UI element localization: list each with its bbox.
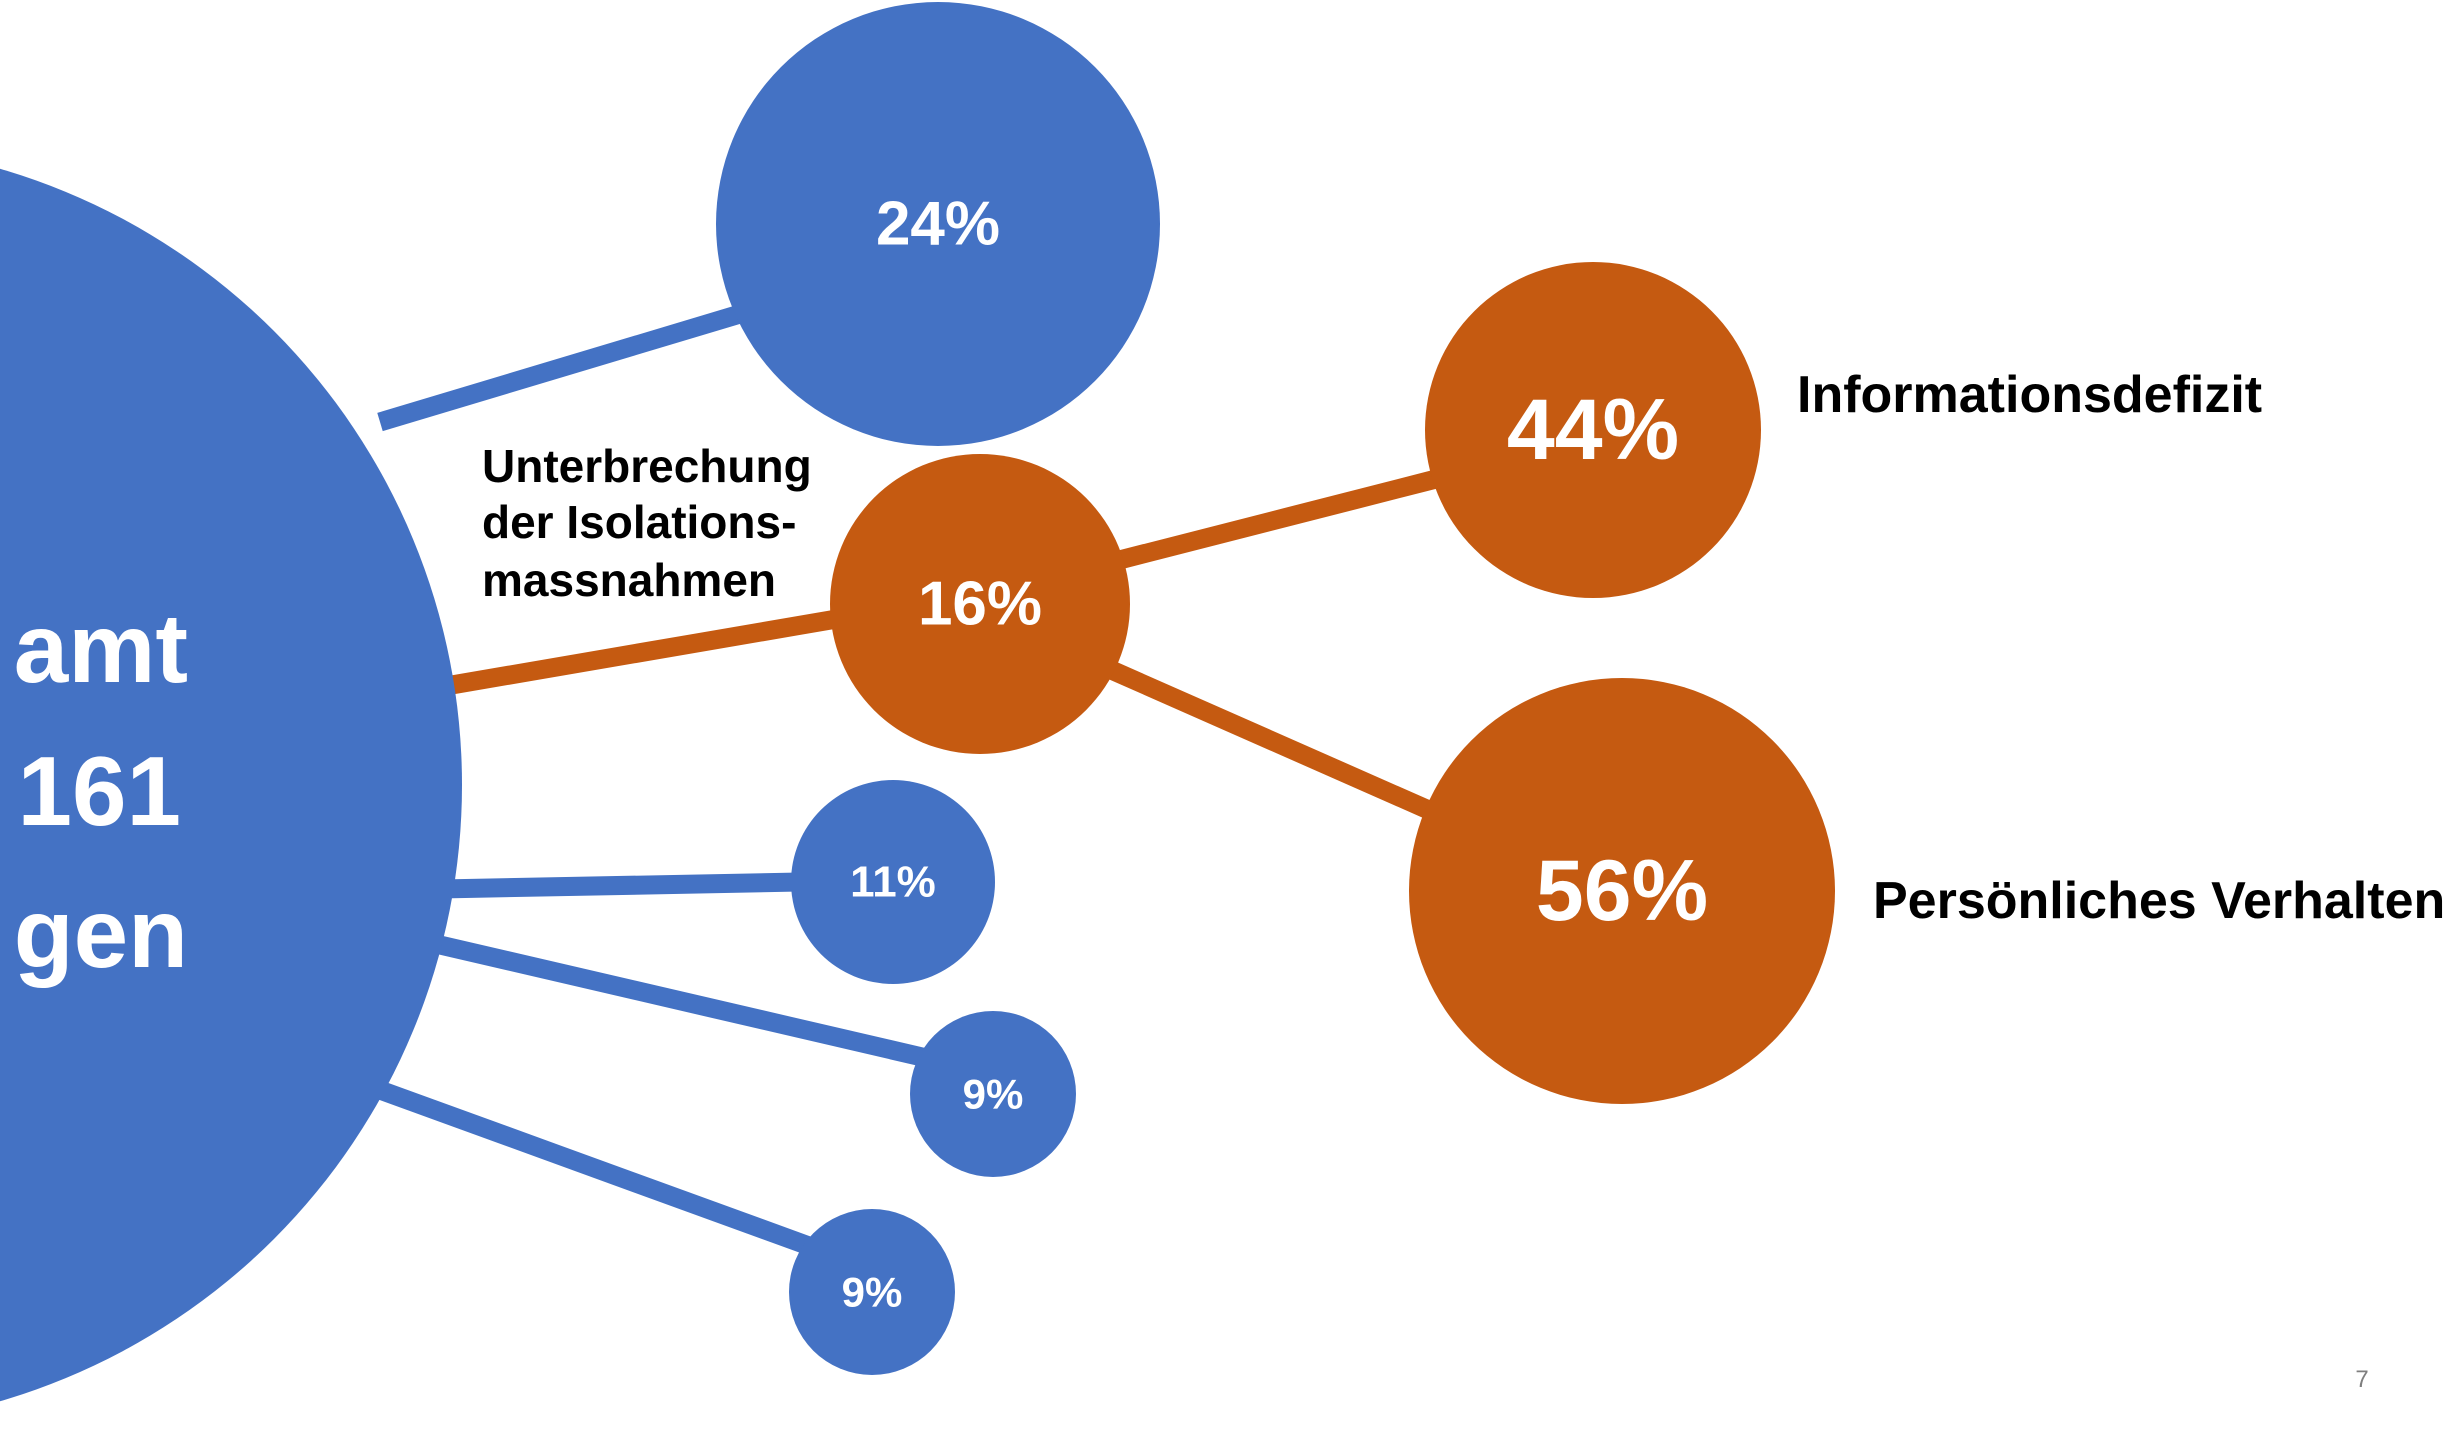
branch-node-16: 16% [830, 454, 1130, 754]
connector-56 [1096, 656, 1444, 824]
branch-node-11: 11% [791, 780, 995, 984]
branch-circle-9a [910, 1011, 1076, 1177]
connector-9a [437, 935, 938, 1070]
sub-label-56: Persönliches Verhalten [1873, 872, 2445, 930]
connectors [376, 298, 1444, 1259]
branch-label-16-line-3: massnahmen [482, 554, 776, 606]
sub-circle-56 [1409, 678, 1835, 1104]
branch-node-9a: 9% [910, 1011, 1076, 1177]
branch-circle-11 [791, 780, 995, 984]
sub-circle-44 [1425, 262, 1761, 598]
sub-value-44: 44% [1507, 382, 1679, 478]
branch-circle-9b [789, 1209, 955, 1375]
branch-node-9b: 9% [789, 1209, 955, 1375]
sub-node-44: 44% [1425, 262, 1761, 598]
branch-value-16: 16% [918, 570, 1042, 639]
center-line-2: 161 [17, 736, 181, 846]
branch-value-9a: 9% [963, 1071, 1024, 1118]
branch-node-24: 24% [716, 2, 1160, 446]
branch-value-24: 24% [876, 190, 1000, 259]
connector-44 [1097, 468, 1443, 575]
connector-24 [377, 298, 763, 432]
sub-label-44: Informationsdefizit [1797, 366, 2262, 424]
branch-value-9b: 9% [842, 1269, 903, 1316]
center-line-3: gen [14, 878, 188, 988]
connector-16 [438, 605, 862, 697]
branch-label-16-line-2: der Isolations- [482, 496, 796, 548]
sub-node-56: 56% [1409, 678, 1835, 1104]
connector-9b [376, 1081, 824, 1259]
branch-label-16: Unterbrechung der Isolations- massnahmen [482, 440, 812, 606]
center-line-1: amt [14, 593, 188, 703]
connector-11 [439, 872, 801, 899]
center-node: amt 161 gen [0, 168, 462, 1402]
branch-circle-16 [830, 454, 1130, 754]
branch-circle-24 [716, 2, 1160, 446]
branch-value-11: 11% [850, 858, 936, 907]
center-circle [0, 168, 462, 1402]
branch-label-16-line-1: Unterbrechung [482, 440, 812, 492]
sub-value-56: 56% [1536, 843, 1708, 939]
page-number: 7 [2355, 1366, 2368, 1393]
